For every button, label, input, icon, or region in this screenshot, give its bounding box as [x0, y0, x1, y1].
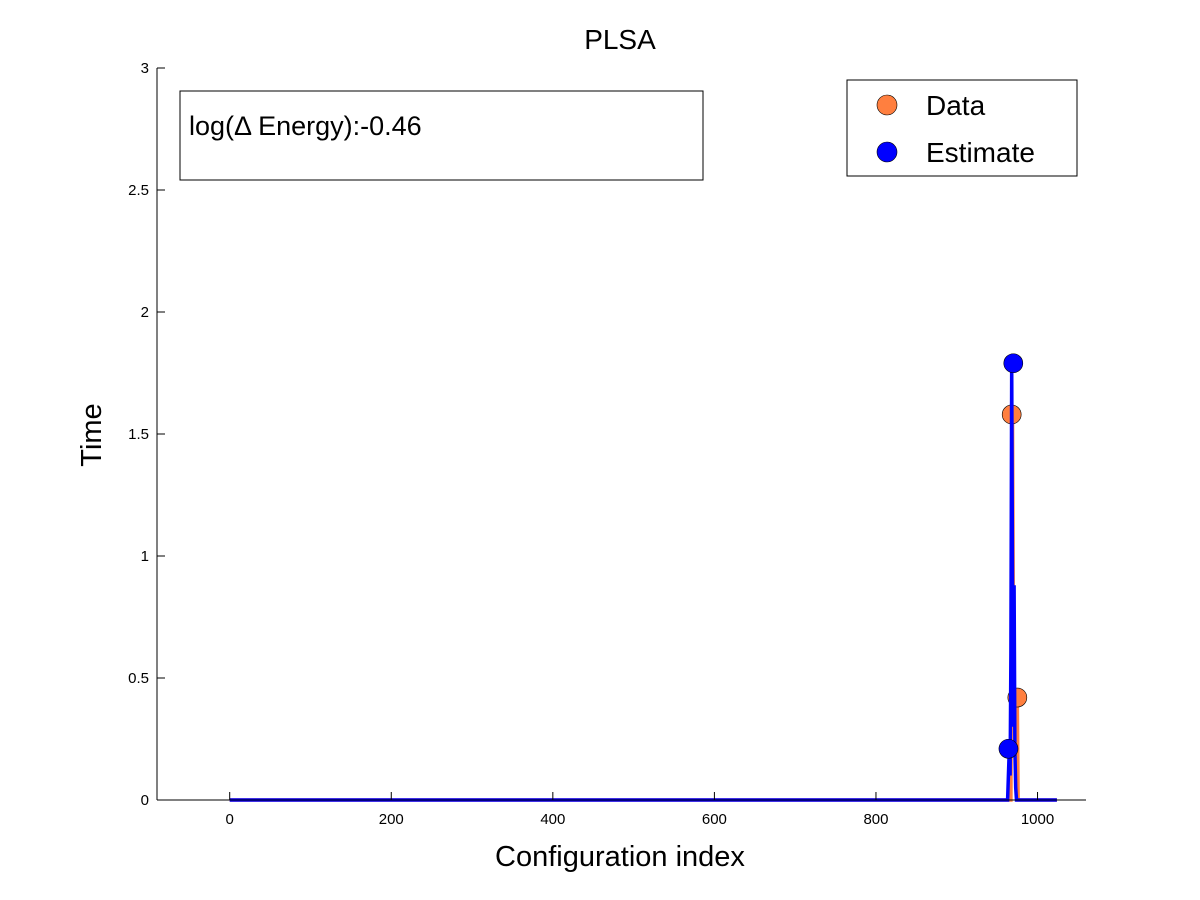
y-tick-label: 2.5	[128, 182, 149, 199]
x-tick-label: 400	[540, 811, 565, 828]
y-tick-label: 3	[141, 60, 149, 77]
data-point-estimate	[998, 738, 1019, 759]
legend-label-data: Data	[926, 90, 986, 121]
data-point-estimate	[1003, 353, 1024, 374]
x-axis-label: Configuration index	[495, 841, 745, 873]
series-line-data	[229, 414, 1057, 802]
x-tick-label: 200	[379, 811, 404, 828]
x-tick-label: 800	[863, 811, 888, 828]
legend-marker-estimate	[876, 141, 898, 163]
y-tick-label: 2	[141, 304, 149, 321]
y-tick-label: 1.5	[128, 426, 149, 443]
y-tick-label: 1	[141, 548, 149, 565]
y-tick-label: 0	[141, 792, 149, 809]
legend-marker-data	[876, 94, 898, 116]
legend-items: Data Estimate	[876, 90, 1035, 168]
y-axis-label: Time	[76, 403, 108, 466]
series-layer	[229, 353, 1057, 802]
series-line-estimate	[229, 363, 1057, 802]
x-tick-label: 0	[226, 811, 234, 828]
annotation-text: log(Δ Energy):-0.46	[189, 111, 422, 141]
y-axis: 0 0.5 1 1.5 2 2.5 3	[128, 60, 165, 809]
chart-title: PLSA	[584, 24, 656, 55]
plot-area: 0 200 400 600 800 1000 0 0.5 1 1.5 2 2.5 3	[128, 60, 1086, 828]
legend: Data Estimate	[846, 79, 1078, 177]
annotation-box: log(Δ Energy):-0.46	[179, 90, 704, 181]
y-tick-label: 0.5	[128, 670, 149, 687]
x-tick-label: 1000	[1021, 811, 1054, 828]
legend-label-estimate: Estimate	[926, 137, 1035, 168]
annotation-frame	[179, 90, 704, 181]
x-tick-label: 600	[702, 811, 727, 828]
x-axis: 0 200 400 600 800 1000	[226, 792, 1054, 828]
